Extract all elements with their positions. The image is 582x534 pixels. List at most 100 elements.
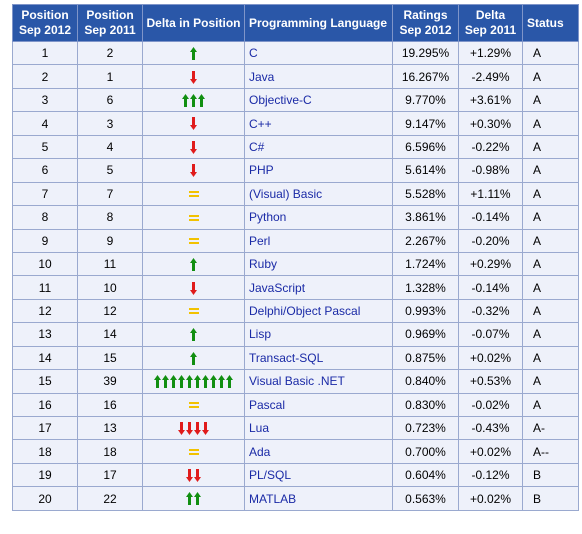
position-2011-cell: 13 [77,415,143,441]
table-row: 11 10 JavaScript 1.328% -0.14% A [12,275,579,300]
rating-cell: 9.770% [392,87,459,113]
position-2011-cell: 6 [77,87,143,113]
arrow-down-icon [186,422,193,436]
status-cell: B [522,462,579,488]
rating-cell: 6.596% [392,134,459,160]
arrow-up-icon [202,375,209,389]
delta-position-cell [142,415,245,441]
rating-cell: 0.969% [392,322,459,347]
table-row: 13 14 Lisp 0.969% -0.07% A [12,322,579,347]
header-row: Position Sep 2012 Position Sep 2011 Delta … [12,4,579,42]
position-change-indicator [182,94,205,108]
status-cell: A-- [522,439,579,464]
position-change-indicator [190,117,197,131]
delta-position-cell [142,40,245,66]
position-2012-cell: 4 [12,111,78,136]
delta-cell: +0.02% [458,345,523,371]
delta-position-cell [142,392,245,418]
rating-cell: 16.267% [392,64,459,89]
delta-cell: +1.11% [458,181,523,207]
rating-cell: 2.267% [392,228,459,253]
language-cell: Pascal [244,392,393,418]
rating-cell: 0.830% [392,392,459,418]
arrow-up-icon [226,375,233,389]
arrow-up-icon [190,328,197,342]
table-row: 14 15 Transact-SQL 0.875% +0.02% A [12,345,579,371]
language-cell: C++ [244,111,393,136]
tiobe-ranking-table: Position Sep 2012 Position Sep 2011 Delta … [12,4,579,511]
status-cell: A [522,111,579,136]
position-2012-cell: 19 [12,462,78,488]
rating-cell: 0.604% [392,462,459,488]
header-ratings: Ratings Sep 2012 [392,4,459,42]
header-position-2011: Position Sep 2011 [77,4,143,42]
delta-cell: -0.22% [458,134,523,160]
arrow-up-icon [182,94,189,107]
table-row: 15 39 Visual Basic .NET 0.840% +0.53% A [12,369,579,394]
delta-cell: +0.30% [458,111,523,136]
rating-cell: 3.861% [392,205,459,230]
language-cell: Ada [244,439,393,464]
position-2011-cell: 15 [77,345,143,371]
language-cell: Python [244,205,393,230]
language-cell: JavaScript [244,275,393,300]
delta-position-cell [142,158,245,183]
language-cell: PHP [244,158,393,183]
position-2011-cell: 7 [77,181,143,207]
status-cell: A [522,87,579,113]
rating-cell: 9.147% [392,111,459,136]
language-cell: Visual Basic .NET [244,369,393,394]
language-cell: Delphi/Object Pascal [244,298,393,324]
table-body: 1 2 C 19.295% +1.29% A 2 1 Java 16.267% -2.49% A 3 6 O… [12,40,579,511]
table-row: 17 13 Lua 0.723% -0.43% A- [12,415,579,441]
language-cell: Java [244,64,393,89]
delta-cell: -0.32% [458,298,523,324]
rating-cell: 0.993% [392,298,459,324]
delta-position-cell [142,181,245,207]
table-row: 5 4 C# 6.596% -0.22% A [12,134,579,160]
position-2012-cell: 2 [12,64,78,89]
header-language: Programming Language [244,4,393,42]
position-change-indicator [190,351,197,365]
status-cell: A [522,64,579,89]
table-row: 9 9 Perl 2.267% -0.20% A [12,228,579,253]
language-cell: Transact-SQL [244,345,393,371]
position-2012-cell: 7 [12,181,78,207]
delta-position-cell [142,87,245,113]
table-row: 3 6 Objective-C 9.770% +3.61% A [12,87,579,113]
delta-cell: +0.02% [458,439,523,464]
rating-cell: 5.528% [392,181,459,207]
position-2012-cell: 13 [12,322,78,347]
position-2011-cell: 2 [77,40,143,66]
position-2012-cell: 20 [12,486,78,511]
position-change-indicator [188,234,199,248]
arrow-down-icon [190,70,197,84]
table-row: 1 2 C 19.295% +1.29% A [12,40,579,66]
delta-cell: -0.02% [458,392,523,418]
equal-icon [188,238,199,245]
language-cell: C# [244,134,393,160]
delta-position-cell [142,486,245,511]
position-change-indicator [188,187,199,201]
arrow-up-icon [210,375,217,389]
arrow-up-icon [170,375,177,389]
rating-cell: 1.328% [392,275,459,300]
position-2011-cell: 12 [77,298,143,324]
table-row: 8 8 Python 3.861% -0.14% A [12,205,579,230]
table-row: 4 3 C++ 9.147% +0.30% A [12,111,579,136]
delta-position-cell [142,111,245,136]
status-cell: A [522,134,579,160]
arrow-down-icon [202,422,209,436]
language-cell: PL/SQL [244,462,393,488]
position-change-indicator [190,328,197,342]
position-2012-cell: 5 [12,134,78,160]
position-2012-cell: 9 [12,228,78,253]
delta-cell: -0.14% [458,275,523,300]
equal-icon [188,449,199,456]
position-change-indicator [190,164,197,178]
language-cell: (Visual) Basic [244,181,393,207]
delta-cell: -0.98% [458,158,523,183]
rating-cell: 0.875% [392,345,459,371]
arrow-down-icon [178,422,185,436]
status-cell: A [522,322,579,347]
